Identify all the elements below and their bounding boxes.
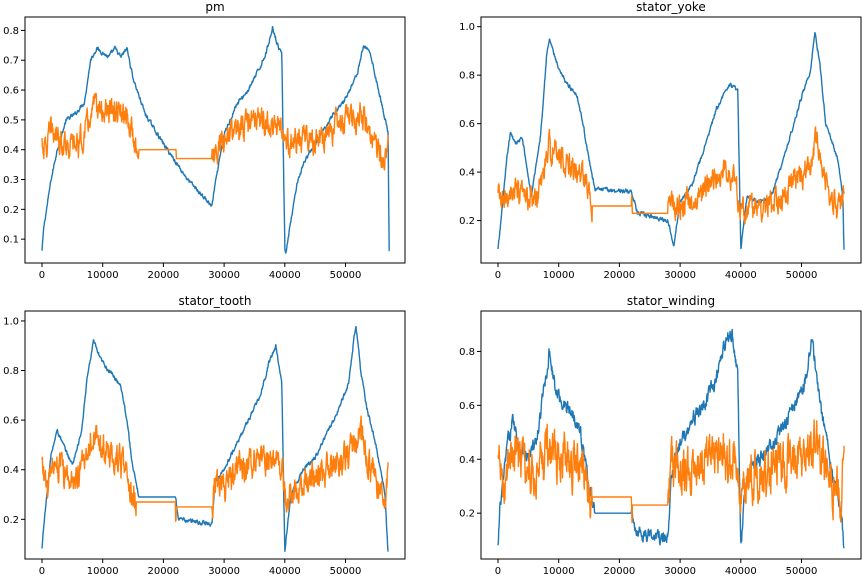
y-tick-label: 0.4 [459, 455, 475, 466]
y-tick-label: 0.2 [459, 509, 475, 520]
y-tick-label: 0.7 [3, 56, 19, 67]
x-tick-label: 30000 [664, 270, 696, 281]
y-tick-label: 0.2 [459, 216, 475, 227]
x-tick-label: 30000 [208, 270, 240, 281]
y-tick-label: 0.6 [459, 401, 475, 412]
x-tick-label: 20000 [603, 566, 635, 576]
x-tick-label: 40000 [269, 566, 301, 576]
y-tick-label: 0.4 [459, 168, 475, 179]
series-line-blue [497, 31, 845, 250]
x-tick-label: 50000 [330, 270, 362, 281]
subplot-stator-winding: stator_winding 0 10000 20000 30000 40000 50000… [459, 294, 862, 576]
x-tick-label: 40000 [725, 566, 757, 576]
x-tick-label: 0 [495, 566, 501, 576]
x-tick-label: 10000 [543, 566, 575, 576]
series-line-orange [497, 126, 845, 225]
y-tick-label: 0.2 [3, 515, 19, 526]
series-line-orange [497, 419, 845, 524]
y-tick-label: 0.5 [3, 115, 19, 126]
x-tick-label: 50000 [786, 566, 818, 576]
y-tick-label: 0.4 [3, 145, 19, 156]
y-tick-label: 0.6 [459, 119, 475, 130]
y-tick-label: 0.2 [3, 205, 19, 216]
y-tick-label: 0.8 [3, 366, 19, 377]
subplot-stator-yoke: stator_yoke 0 10000 20000 30000 40000 50000 0.2… [459, 0, 862, 281]
axes-frame [480, 310, 862, 560]
x-tick-label: 10000 [543, 270, 575, 281]
x-tick-label: 0 [39, 270, 45, 281]
y-tick-label: 0.8 [459, 71, 475, 82]
chart-title: stator_winding [627, 294, 715, 308]
axes-frame [480, 16, 862, 264]
series-line-blue [41, 26, 390, 254]
x-tick-label: 10000 [87, 270, 119, 281]
x-tick-label: 30000 [208, 566, 240, 576]
chart-title: stator_yoke [636, 0, 706, 14]
y-tick-label: 1.0 [3, 316, 19, 327]
x-tick-label: 40000 [725, 270, 757, 281]
series-line-orange [41, 415, 389, 522]
y-tick-label: 0.6 [3, 86, 19, 97]
series-line-blue [497, 328, 845, 549]
chart-title: pm [205, 0, 224, 14]
axes-frame [24, 310, 406, 560]
y-tick-label: 0.6 [3, 416, 19, 427]
x-tick-label: 50000 [786, 270, 818, 281]
y-tick-label: 0.1 [3, 235, 19, 246]
axes-frame [24, 16, 406, 264]
y-tick-label: 0.8 [459, 347, 475, 358]
x-tick-label: 10000 [87, 566, 119, 576]
y-tick-label: 0.8 [3, 26, 19, 37]
x-tick-label: 20000 [603, 270, 635, 281]
x-tick-label: 0 [39, 566, 45, 576]
y-tick-label: 0.4 [3, 465, 19, 476]
y-tick-label: 0.3 [3, 175, 19, 186]
x-tick-label: 30000 [664, 566, 696, 576]
x-tick-label: 0 [495, 270, 501, 281]
chart-title: stator_tooth [179, 294, 252, 308]
series-line-orange [41, 92, 389, 171]
y-tick-label: 1.0 [459, 22, 475, 33]
x-tick-label: 40000 [269, 270, 301, 281]
x-tick-label: 50000 [330, 566, 362, 576]
x-tick-label: 20000 [147, 566, 179, 576]
subplot-stator-tooth: stator_tooth 0 10000 20000 30000 40000 50000 0.… [3, 294, 406, 576]
x-tick-label: 20000 [147, 270, 179, 281]
subplot-pm: pm 0 10000 20000 30000 40000 50000 0.1 0.2 0.3 0.4… [3, 0, 406, 281]
